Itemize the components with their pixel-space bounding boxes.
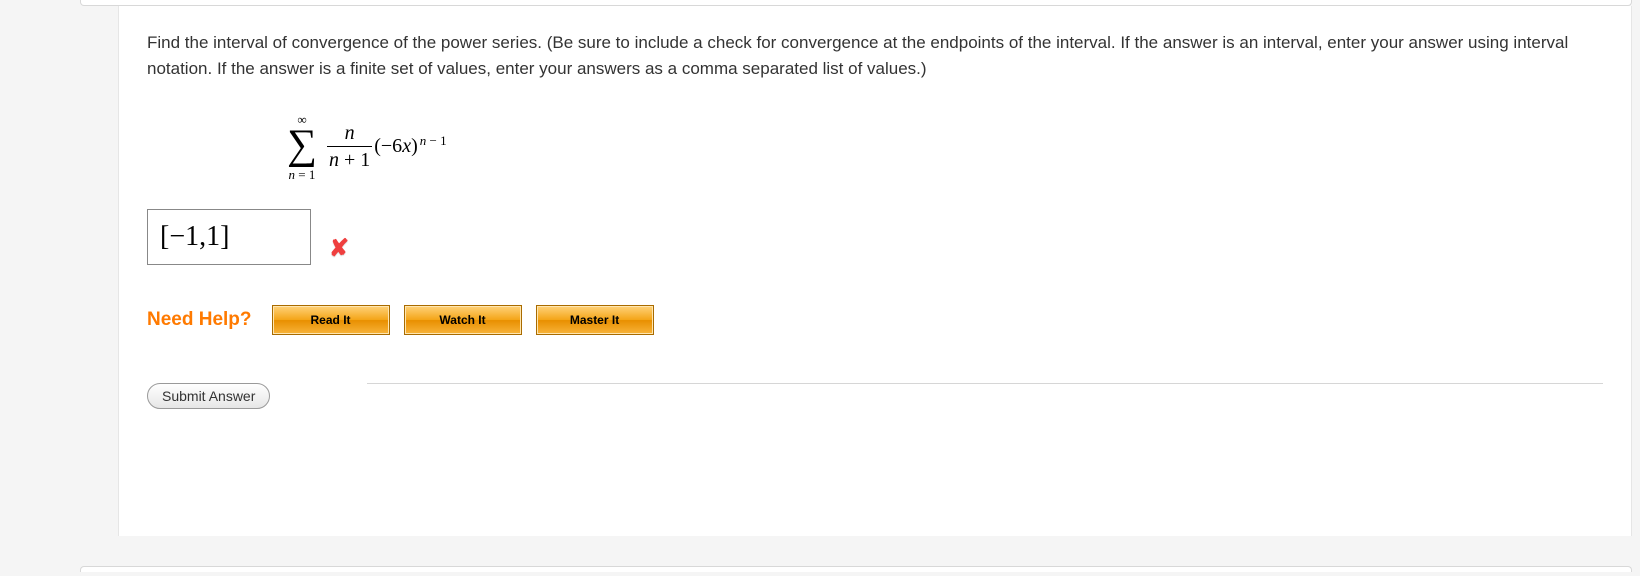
question-card: Find the interval of convergence of the … — [118, 6, 1632, 536]
need-help-label: Need Help? — [147, 309, 252, 331]
question-prompt: Find the interval of convergence of the … — [147, 30, 1603, 81]
sum-lower-limit: n = 1 — [289, 168, 316, 181]
bottom-divider — [80, 566, 1632, 572]
divider — [367, 383, 1603, 384]
submit-answer-button[interactable]: Submit Answer — [147, 383, 270, 409]
fraction-denominator: n + 1 — [327, 146, 372, 171]
sigma-symbol: ∑ — [287, 128, 317, 164]
watch-it-button[interactable]: Watch It — [404, 305, 522, 335]
incorrect-icon: ✘ — [329, 234, 349, 263]
answer-input[interactable] — [147, 209, 311, 265]
read-it-button[interactable]: Read It — [272, 305, 390, 335]
master-it-button[interactable]: Master It — [536, 305, 654, 335]
fraction: n n + 1 — [327, 122, 372, 171]
power-term: (−6x) n − 1 — [374, 135, 446, 158]
formula: ∞ ∑ n = 1 n n + 1 (−6x) n − 1 — [287, 109, 1603, 181]
fraction-numerator: n — [343, 122, 357, 146]
